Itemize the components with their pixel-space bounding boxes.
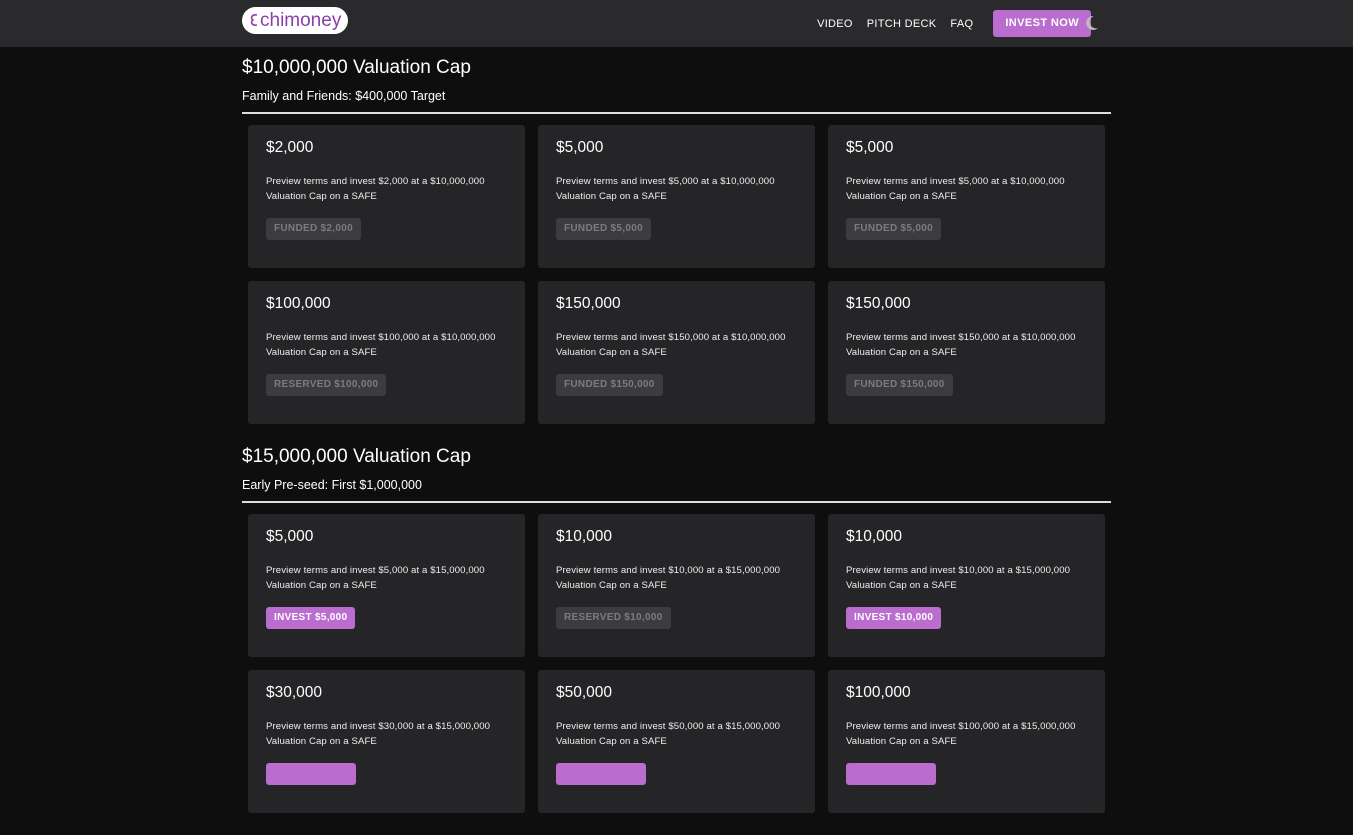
card-amount: $50,000 [556, 684, 613, 701]
card-amount: $2,000 [266, 139, 314, 156]
card-button: FUNDED $2,000 [266, 218, 361, 240]
card-button[interactable] [846, 763, 936, 785]
nav-link[interactable]: PITCH DECK [866, 17, 937, 30]
invest-button[interactable]: INVEST NOW [993, 10, 1091, 37]
card-description: Preview terms and invest $5,000 at a $10… [556, 176, 775, 202]
card-amount: $100,000 [846, 684, 911, 701]
theme-toggle[interactable] [1085, 15, 1099, 31]
card-amount: $5,000 [846, 139, 894, 156]
investment-card: $100,000 Preview terms and invest $100,00… [828, 670, 1105, 813]
card-amount: $150,000 [556, 295, 621, 312]
nav-link[interactable]: FAQ [950, 17, 974, 30]
divider [242, 112, 1111, 114]
card-amount: $5,000 [266, 528, 314, 545]
section-title: $15,000,000 Valuation Cap [242, 446, 471, 467]
investment-card: $5,000 Preview terms and invest $5,000 at… [248, 514, 525, 657]
investment-card: $30,000 Preview terms and invest $30,000 … [248, 670, 525, 813]
card-description: Preview terms and invest $5,000 at a $15… [266, 565, 485, 591]
card-description: Preview terms and invest $100,000 at a $… [266, 332, 496, 358]
card-button[interactable]: INVEST $10,000 [846, 607, 942, 629]
investment-card: $150,000 Preview terms and invest $150,00… [538, 281, 815, 424]
card-description: Preview terms and invest $100,000 at a $… [846, 721, 1076, 747]
card-button[interactable] [266, 763, 356, 785]
investment-card: $10,000 Preview terms and invest $10,000 … [828, 514, 1105, 657]
header: chimoney VIDEO PITCH DECK FAQ INVEST NOW [0, 0, 1353, 47]
card-button[interactable]: INVEST $5,000 [266, 607, 356, 629]
card-description: Preview terms and invest $150,000 at a $… [846, 332, 1076, 358]
card-description: Preview terms and invest $150,000 at a $… [556, 332, 786, 358]
logo-text: chimoney [260, 10, 342, 31]
card-grid: $5,000 Preview terms and invest $5,000 at… [242, 503, 1111, 813]
card-description: Preview terms and invest $10,000 at a $1… [556, 565, 781, 591]
section-subtitle: Early Pre-seed: First $1,000,000 [242, 478, 422, 492]
card-amount: $150,000 [846, 295, 911, 312]
logo[interactable]: chimoney [242, 7, 348, 34]
card-button: FUNDED $5,000 [846, 218, 941, 240]
divider [242, 501, 1111, 503]
card-amount: $10,000 [846, 528, 903, 545]
card-amount: $5,000 [556, 139, 604, 156]
section-title: $10,000,000 Valuation Cap [242, 57, 471, 78]
investment-card: $150,000 Preview terms and invest $150,00… [828, 281, 1105, 424]
card-amount: $100,000 [266, 295, 331, 312]
card-description: Preview terms and invest $2,000 at a $10… [266, 176, 485, 202]
investment-card: $10,000 Preview terms and invest $10,000 … [538, 514, 815, 657]
card-description: Preview terms and invest $10,000 at a $1… [846, 565, 1071, 591]
card-amount: $10,000 [556, 528, 613, 545]
card-amount: $30,000 [266, 684, 323, 701]
card-description: Preview terms and invest $30,000 at a $1… [266, 721, 491, 747]
card-button[interactable] [556, 763, 646, 785]
investment-card: $50,000 Preview terms and invest $50,000 … [538, 670, 815, 813]
content: $10,000,000 Valuation Cap Family and Frie… [242, 47, 1111, 835]
investment-card: $5,000 Preview terms and invest $5,000 at… [538, 125, 815, 268]
card-button: RESERVED $100,000 [266, 374, 387, 396]
card-button: FUNDED $150,000 [556, 374, 663, 396]
page: chimoney VIDEO PITCH DECK FAQ INVEST NOW… [0, 0, 1353, 813]
logo-mark [250, 14, 258, 26]
card-button: FUNDED $150,000 [846, 374, 953, 396]
investment-card: $2,000 Preview terms and invest $2,000 at… [248, 125, 525, 268]
nav: VIDEO PITCH DECK FAQ INVEST NOW [817, 10, 1091, 37]
investment-card: $100,000 Preview terms and invest $100,00… [248, 281, 525, 424]
investment-card: $5,000 Preview terms and invest $5,000 at… [828, 125, 1105, 268]
card-button: RESERVED $10,000 [556, 607, 671, 629]
card-description: Preview terms and invest $50,000 at a $1… [556, 721, 781, 747]
card-grid: $2,000 Preview terms and invest $2,000 at… [242, 114, 1111, 424]
card-description: Preview terms and invest $5,000 at a $10… [846, 176, 1065, 202]
card-button: FUNDED $5,000 [556, 218, 651, 240]
nav-link[interactable]: VIDEO [817, 17, 853, 30]
section-subtitle: Family and Friends: $400,000 Target [242, 89, 446, 103]
